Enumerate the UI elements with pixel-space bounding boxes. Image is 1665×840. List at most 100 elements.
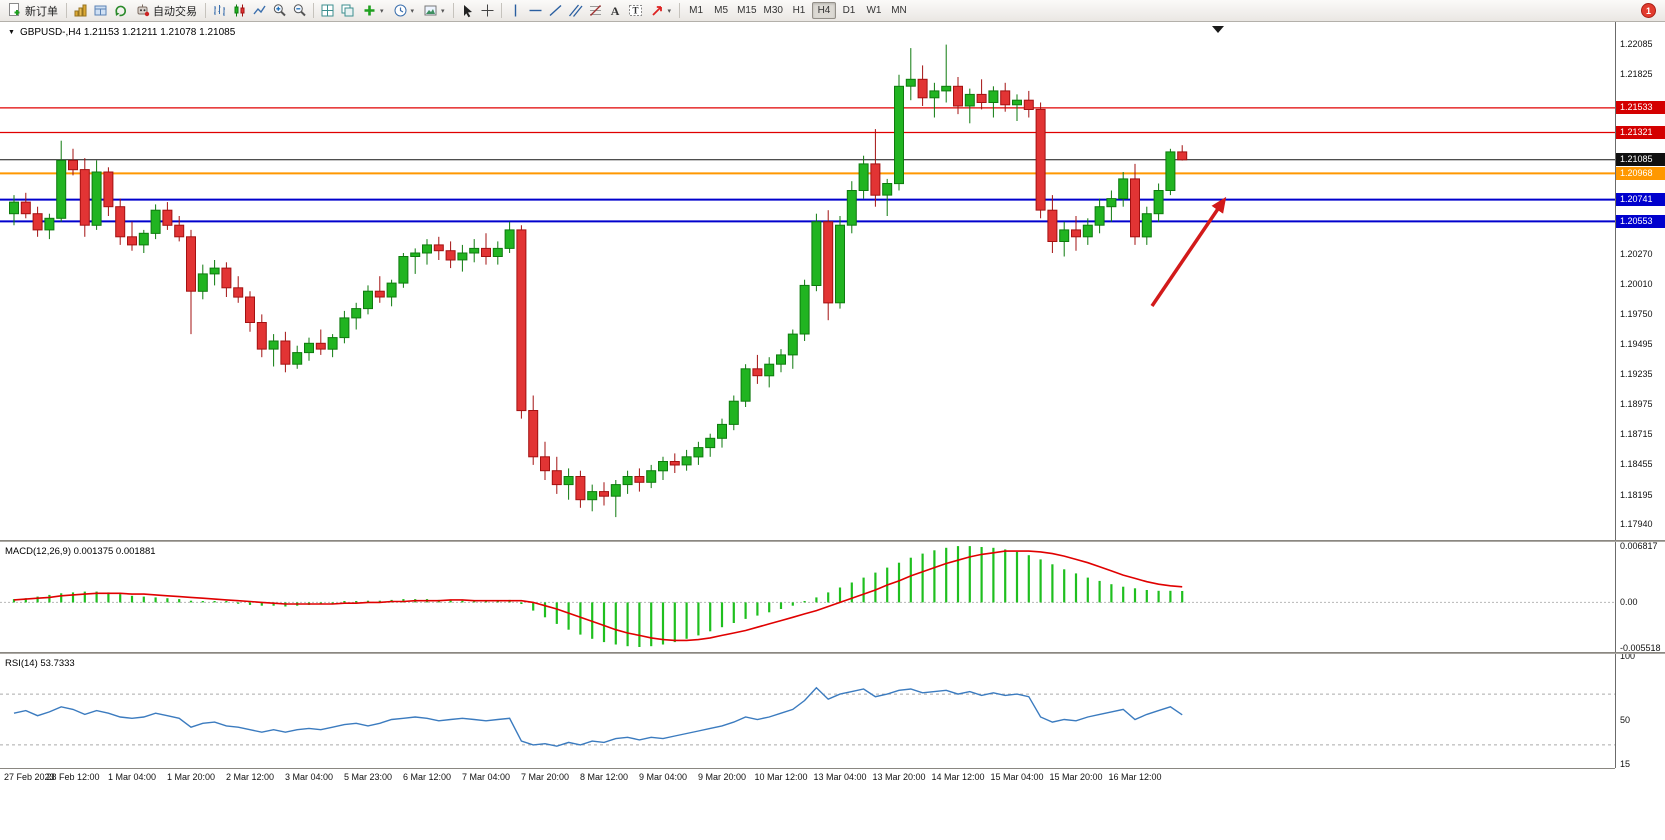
channel-button[interactable] [566,2,585,20]
candle-body [186,236,196,292]
trendline-button[interactable] [546,2,565,20]
chevron-down-icon: ▾ [410,7,415,15]
candle-body [1059,229,1070,242]
time-label: 8 Mar 12:00 [579,772,629,782]
timeframe-d1-button[interactable]: D1 [842,5,856,16]
macd-signal-line [13,550,1183,642]
candle-body [917,78,928,99]
chart-title: ▼ GBPUSD-,H4 1.21153 1.21211 1.21078 1.2… [8,27,235,38]
candle-body [304,342,314,354]
candle-body [445,250,456,261]
candle-body [56,159,67,219]
candle-body [233,287,244,298]
candle-body [280,340,291,365]
candle-body [374,290,385,298]
price-tick: 1.21825 [1620,69,1653,80]
candle-body [351,308,362,319]
chart-shift-marker-icon[interactable] [1212,26,1224,33]
auto-trading-button[interactable]: 自动交易 [131,2,201,20]
time-label: 14 Mar 12:00 [931,772,985,782]
zoom-in-button[interactable] [270,2,289,20]
candle-body [551,470,562,486]
new-order-button[interactable]: 新订单 [3,2,62,20]
zoom-out-button[interactable] [290,2,309,20]
timeframe-m30-button[interactable]: M30 [763,5,783,16]
timeframe-h1-button[interactable]: H1 [792,5,806,16]
candle-body [953,85,963,107]
macd-label: MACD(12,26,9) 0.001375 0.001881 [5,546,156,557]
time-label: 7 Mar 04:00 [461,772,511,782]
crosshair-button[interactable] [478,2,497,20]
candle-body [245,296,255,323]
macd-splitter[interactable] [0,540,1665,542]
new-chart-button[interactable] [71,2,90,20]
fibonacci-button[interactable] [586,2,605,20]
macd-chart[interactable] [0,542,1615,652]
candle-body [658,461,668,472]
trend-arrow-annotation[interactable] [1150,196,1227,307]
chart-menu-arrow-icon[interactable]: ▼ [8,29,15,36]
candlestick-chart-icon [234,4,245,17]
candle-body [363,290,373,310]
navigator-icon [115,5,127,17]
toolbar-separator [452,3,454,18]
crosshair-icon [481,4,494,17]
arrows-button[interactable]: ▾ [646,2,676,20]
candle-body [1047,209,1058,242]
candle-body [705,437,716,449]
candle-body [327,337,338,350]
cursor-icon [463,5,472,18]
timeframe-mn-button[interactable]: MN [891,5,907,16]
time-axis[interactable]: 27 Feb 2023 28 Feb 12:00 1 Mar 04:00 1 Mar … [0,768,1615,788]
timeframe-w1-button[interactable]: W1 [866,5,882,16]
rsi-splitter[interactable] [0,652,1665,654]
templates-button[interactable]: ▾ [419,2,449,20]
cursor-button[interactable] [458,2,477,20]
candle-body [516,229,527,412]
timeframe-m5-button[interactable]: M5 [714,5,729,16]
toolbar-separator [66,3,67,18]
candle-body [882,183,893,196]
templates-icon [424,5,437,16]
channel-icon [568,4,583,17]
macd-scale-tick: 0.006817 [1620,541,1658,551]
navigator-button[interactable] [111,2,130,20]
toolbar-separator [679,3,681,18]
rsi-label: RSI(14) 53.7333 [5,658,75,669]
time-label: 9 Mar 20:00 [697,772,747,782]
price-tick: 1.18975 [1620,399,1653,410]
candle-body [398,256,409,284]
label-button[interactable]: T [626,2,645,20]
price-badge: 1.20741 [1616,193,1665,207]
candle-body [787,333,798,356]
candle-body [728,400,739,425]
profiles-button[interactable] [91,2,110,20]
main-chart[interactable] [0,22,1615,540]
indicators-button[interactable]: ▾ [358,2,388,20]
cascade-windows-button[interactable] [338,2,357,20]
timeframe-h4-button[interactable]: H4 [811,2,836,19]
timeframe-m15-button[interactable]: M15 [737,5,757,16]
text-button[interactable]: A [606,2,625,20]
bar-chart-icon [214,5,225,16]
candle-body [1012,99,1022,106]
tile-windows-button[interactable] [318,2,337,20]
price-scale[interactable]: 1.22085 1.21825 1.20270 1.20010 1.19750 1.194… [1615,22,1665,769]
candlestick-chart-button[interactable] [230,2,249,20]
time-label: 3 Mar 04:00 [284,772,334,782]
line-chart-button[interactable] [250,2,269,20]
candle-body [646,470,657,483]
chevron-down-icon: ▾ [441,7,445,15]
toolbar-separator [500,3,502,18]
bar-chart-button[interactable] [210,2,229,20]
notification-badge[interactable]: 1 [1641,3,1656,18]
vertical-line-button[interactable] [506,2,525,20]
horizontal-line-button[interactable] [526,2,545,20]
price-badge: 1.21533 [1616,101,1665,115]
periods-button[interactable]: ▾ [389,2,419,20]
timeframe-m1-button[interactable]: M1 [689,5,704,16]
rsi-chart[interactable] [0,654,1615,766]
candle-body [1165,151,1176,191]
new-order-icon [7,2,22,20]
candle-body [681,456,692,466]
